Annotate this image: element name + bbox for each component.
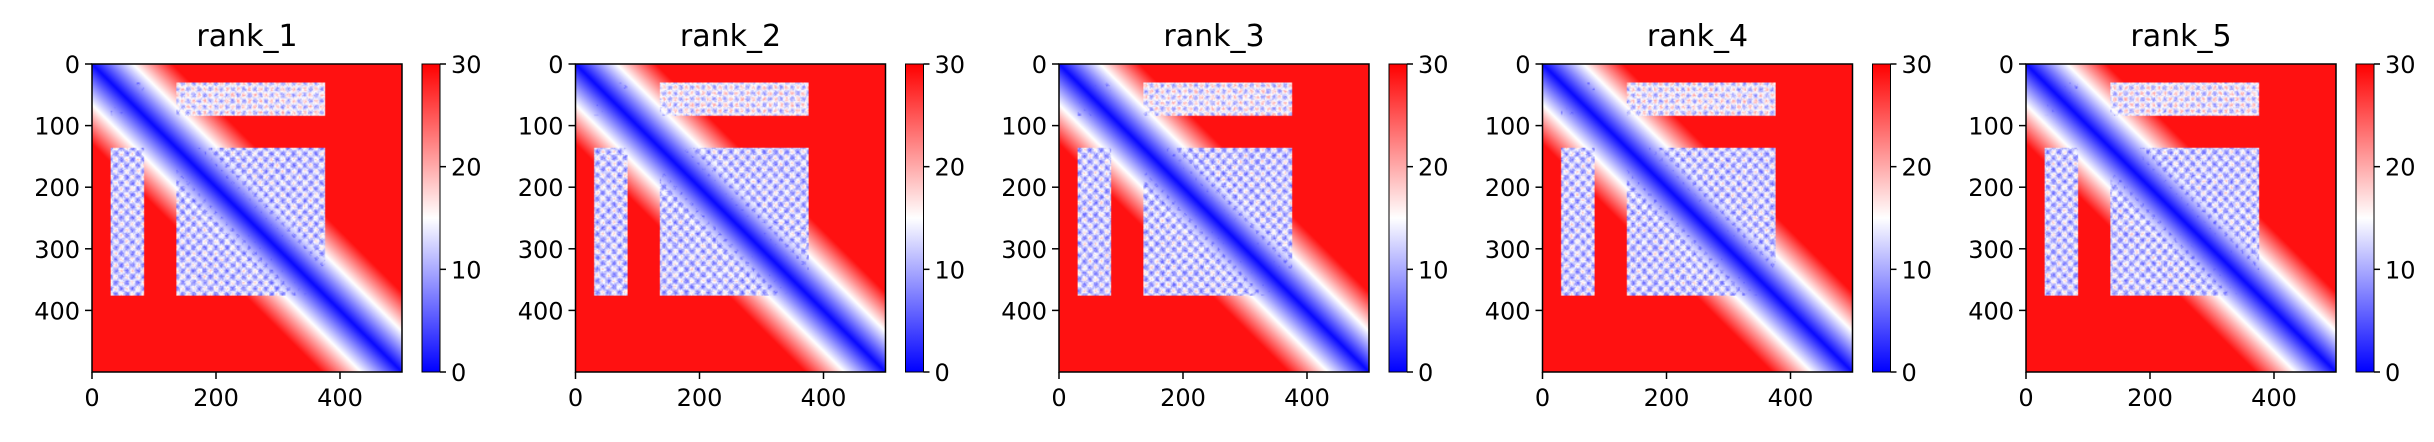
x-tick-label: 200 bbox=[2127, 384, 2173, 412]
colorbar-tick-label: 10 bbox=[451, 256, 482, 284]
colorbar-tick-label: 30 bbox=[451, 51, 482, 79]
x-tick-label: 200 bbox=[1644, 384, 1690, 412]
y-tick-label: 100 bbox=[1968, 113, 2014, 141]
heatmap-cells bbox=[1059, 64, 1369, 372]
y-tick-label: 300 bbox=[1968, 236, 2014, 264]
x-tick-label: 0 bbox=[2018, 384, 2033, 412]
panel-title: rank_4 bbox=[1647, 19, 1748, 54]
colorbar bbox=[421, 63, 441, 373]
y-tick-label: 400 bbox=[1001, 297, 1047, 325]
plot-frame bbox=[1058, 63, 1370, 373]
plot-frame bbox=[91, 63, 403, 373]
heatmap-panel: rank_4 0 100 200 300 400 0 200 400 0 10 20 30 bbox=[1485, 19, 1932, 412]
colorbar bbox=[905, 63, 924, 373]
x-tick-label: 0 bbox=[84, 384, 99, 412]
colorbar-tick-label: 20 bbox=[1418, 154, 1449, 182]
plot-frame bbox=[2025, 63, 2337, 373]
plot-frame bbox=[1541, 63, 1854, 373]
y-tick-label: 200 bbox=[1485, 174, 1531, 202]
y-tick-label: 200 bbox=[1968, 174, 2014, 202]
colorbar-tick-label: 0 bbox=[2385, 359, 2400, 387]
x-tick-label: 400 bbox=[2251, 384, 2297, 412]
y-tick-label: 100 bbox=[1485, 113, 1531, 141]
y-tick-label: 400 bbox=[1968, 297, 2014, 325]
heatmap-panel: rank_1 0 100 200 300 400 0 200 400 0 10 20 30 bbox=[34, 19, 481, 412]
x-tick-label: 0 bbox=[1051, 384, 1066, 412]
y-tick-label: 100 bbox=[1001, 113, 1047, 141]
y-tick-label: 300 bbox=[1485, 236, 1531, 264]
colorbar-tick-label: 0 bbox=[451, 359, 466, 387]
colorbar bbox=[2355, 63, 2375, 373]
y-tick-label: 0 bbox=[1999, 51, 2014, 79]
x-tick-label: 400 bbox=[1768, 384, 1814, 412]
x-tick-label: 0 bbox=[1535, 384, 1550, 412]
panel-title: rank_2 bbox=[680, 19, 781, 54]
colorbar-tick-label: 10 bbox=[1418, 256, 1449, 284]
heatmap-cells bbox=[1542, 64, 1853, 372]
y-tick-label: 400 bbox=[518, 297, 564, 325]
x-tick-label: 400 bbox=[801, 384, 847, 412]
colorbar-tick-label: 0 bbox=[1418, 359, 1433, 387]
panel-title: rank_3 bbox=[1163, 19, 1264, 54]
heatmap-panel: rank_3 0 100 200 300 400 0 200 400 0 10 20 30 bbox=[1001, 19, 1448, 412]
colorbar bbox=[1872, 63, 1891, 373]
y-tick-label: 200 bbox=[1001, 174, 1047, 202]
y-tick-label: 100 bbox=[34, 113, 80, 141]
panel-title: rank_1 bbox=[196, 19, 297, 54]
x-tick-label: 400 bbox=[1284, 384, 1330, 412]
colorbar-tick-label: 30 bbox=[2385, 51, 2416, 79]
y-tick-label: 200 bbox=[518, 174, 564, 202]
y-tick-label: 300 bbox=[1001, 236, 1047, 264]
x-tick-label: 200 bbox=[1160, 384, 1206, 412]
colorbar-tick-label: 10 bbox=[1902, 256, 1933, 284]
x-tick-label: 400 bbox=[317, 384, 363, 412]
colorbar-tick-label: 20 bbox=[2385, 154, 2416, 182]
y-tick-label: 0 bbox=[1515, 51, 1530, 79]
panel-title: rank_5 bbox=[2130, 19, 2231, 54]
y-tick-label: 400 bbox=[1485, 297, 1531, 325]
y-tick-label: 0 bbox=[65, 51, 80, 79]
colorbar-tick-label: 30 bbox=[935, 51, 966, 79]
heatmap-cells bbox=[575, 64, 886, 372]
x-tick-label: 0 bbox=[568, 384, 583, 412]
plot-frame bbox=[574, 63, 887, 373]
colorbar-tick-label: 0 bbox=[935, 359, 950, 387]
heatmap-cells bbox=[2026, 64, 2336, 372]
colorbar-tick-label: 20 bbox=[451, 154, 482, 182]
colorbar bbox=[1388, 63, 1408, 373]
y-tick-label: 100 bbox=[518, 113, 564, 141]
colorbar-tick-label: 10 bbox=[2385, 256, 2416, 284]
colorbar-tick-label: 30 bbox=[1418, 51, 1449, 79]
heatmap-panel: rank_2 0 100 200 300 400 0 200 400 0 10 20 30 bbox=[518, 19, 965, 412]
x-tick-label: 200 bbox=[677, 384, 723, 412]
y-tick-label: 0 bbox=[1032, 51, 1047, 79]
heatmap-panel: rank_5 0 100 200 300 400 0 200 400 0 10 20 30 bbox=[1968, 19, 2415, 412]
colorbar-tick-label: 0 bbox=[1902, 359, 1917, 387]
y-tick-label: 200 bbox=[34, 174, 80, 202]
y-tick-label: 400 bbox=[34, 297, 80, 325]
colorbar-tick-label: 30 bbox=[1902, 51, 1933, 79]
heatmap-cells bbox=[92, 64, 402, 372]
colorbar-tick-label: 20 bbox=[1902, 154, 1933, 182]
y-tick-label: 0 bbox=[548, 51, 563, 79]
colorbar-tick-label: 10 bbox=[935, 256, 966, 284]
y-tick-label: 300 bbox=[34, 236, 80, 264]
colorbar-tick-label: 20 bbox=[935, 154, 966, 182]
y-tick-label: 300 bbox=[518, 236, 564, 264]
x-tick-label: 200 bbox=[193, 384, 239, 412]
